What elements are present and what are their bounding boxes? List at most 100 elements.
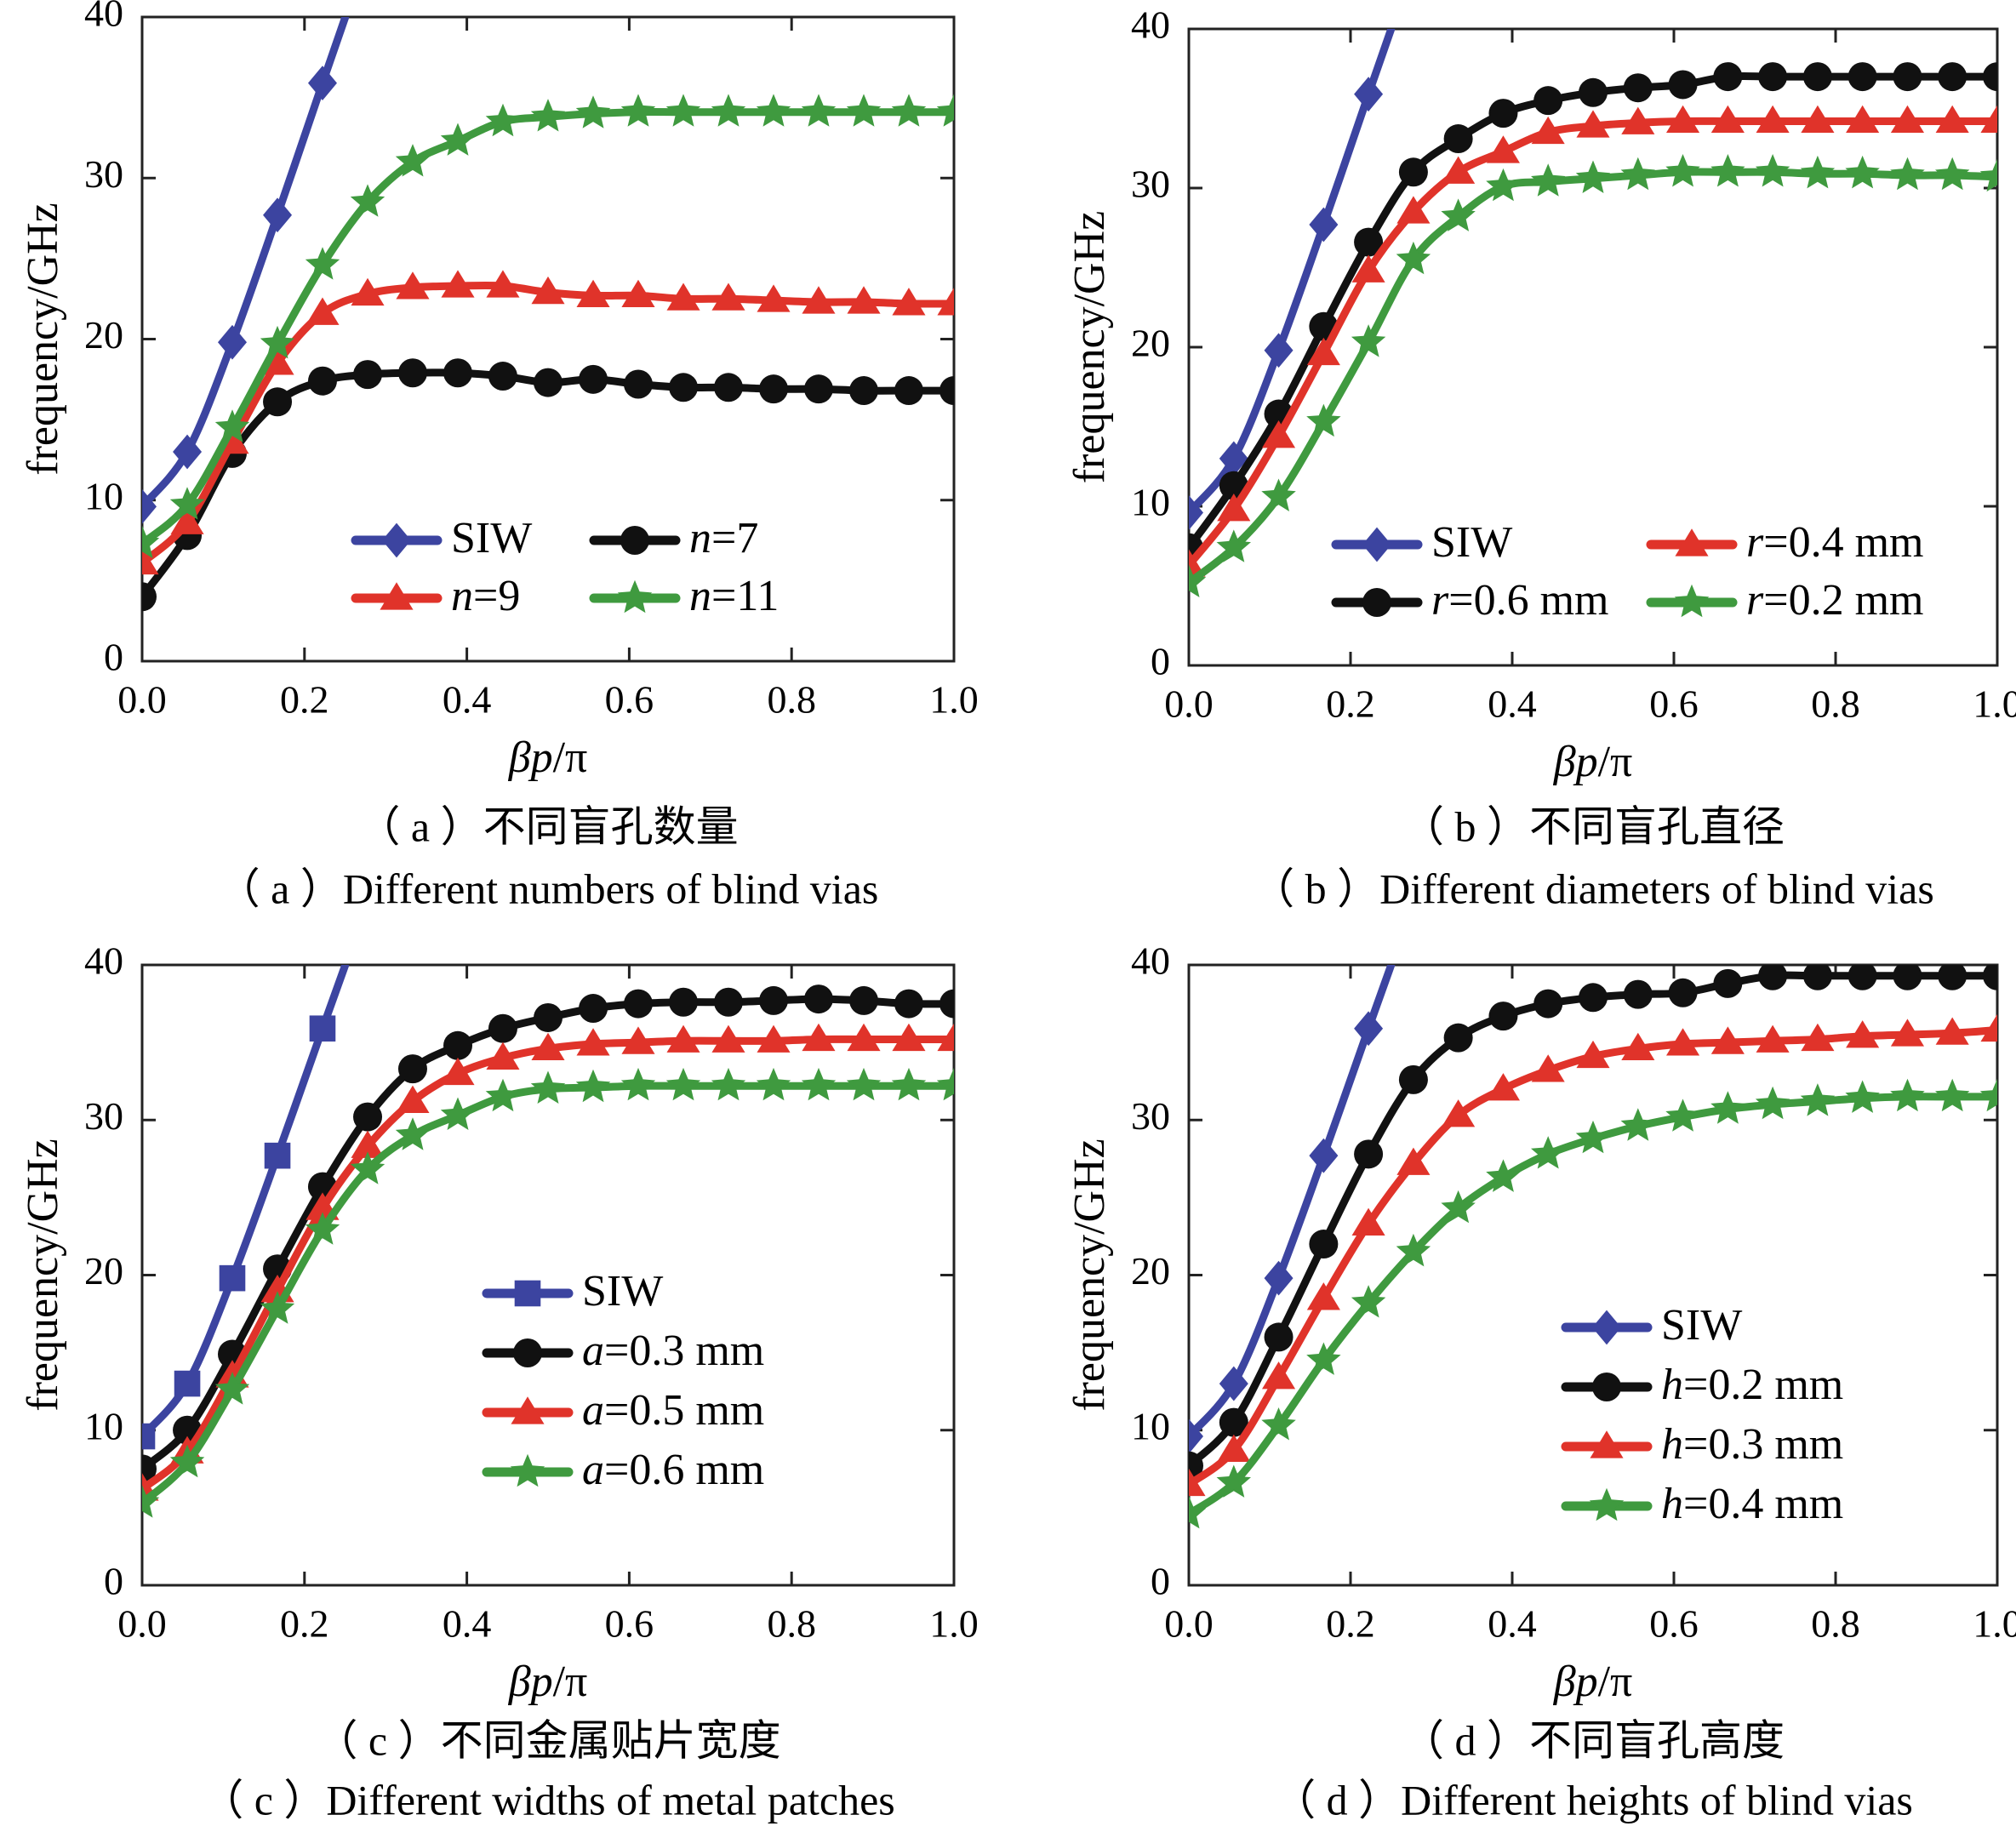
data-point	[1665, 1099, 1700, 1132]
y-tick-label: 20	[1131, 322, 1170, 365]
data-point	[1665, 105, 1700, 134]
data-point	[1216, 529, 1251, 562]
data-point	[1848, 965, 1877, 990]
data-point	[891, 1067, 927, 1101]
data-point	[142, 546, 159, 575]
legend-item: r=0.6 mm	[1331, 576, 1608, 625]
legend-label: h=0.2 mm	[1661, 1361, 1843, 1409]
legend-swatch-marker	[1590, 1430, 1624, 1458]
data-point	[1442, 156, 1476, 184]
data-point	[1531, 1136, 1566, 1169]
y-tick-label: 40	[1131, 939, 1170, 983]
data-point	[530, 99, 566, 132]
data-point	[1261, 478, 1296, 511]
x-tick-label: 0.4	[1488, 1602, 1537, 1646]
data-point	[530, 1070, 566, 1104]
data-point	[353, 1102, 383, 1132]
data-point	[713, 987, 743, 1017]
y-axis-label: frequency/GHz	[19, 1139, 67, 1412]
data-point	[801, 94, 837, 127]
data-point	[665, 94, 701, 127]
data-point	[803, 984, 833, 1014]
data-point	[263, 197, 293, 233]
data-point	[1189, 1418, 1203, 1454]
data-point	[1710, 154, 1745, 187]
legend-label-part: =11	[711, 572, 779, 620]
data-point	[1890, 1019, 1925, 1047]
data-point	[1351, 1285, 1386, 1318]
data-point	[1264, 1260, 1294, 1296]
data-point	[1219, 1366, 1248, 1401]
data-point	[1443, 1023, 1473, 1053]
data-point	[1531, 116, 1565, 145]
legend-swatch-marker	[513, 1338, 542, 1367]
legend-item: n=11	[589, 572, 779, 620]
data-point	[1264, 333, 1294, 368]
y-tick-label: 40	[84, 939, 123, 983]
data-point	[1893, 965, 1922, 990]
data-point	[214, 1372, 250, 1405]
data-point	[1354, 1139, 1384, 1169]
data-point	[350, 1151, 385, 1184]
caption-cn: （ b ）不同盲孔直径	[1402, 802, 1785, 850]
data-point	[486, 1042, 520, 1070]
data-point	[1531, 1054, 1565, 1082]
data-point	[939, 989, 954, 1019]
data-point	[1486, 1159, 1521, 1192]
data-point	[170, 506, 204, 534]
data-point	[1309, 1230, 1339, 1259]
legend-label-part: h	[1661, 1361, 1683, 1409]
y-tick-label: 20	[84, 313, 123, 357]
data-point	[1354, 77, 1384, 112]
legend-label-part: r	[1746, 576, 1764, 625]
data-point	[1309, 1138, 1339, 1173]
data-point	[757, 1024, 791, 1053]
data-point	[1620, 1108, 1655, 1141]
data-point	[1217, 1434, 1251, 1463]
legend-label-part: SIW	[1431, 518, 1512, 567]
y-tick-label: 10	[84, 1404, 123, 1447]
legend-label: a=0.5 mm	[582, 1386, 764, 1435]
data-point	[894, 376, 923, 406]
data-point	[666, 1024, 700, 1053]
x-tick-label: 0.2	[1326, 682, 1375, 726]
legend-label: r=0.6 mm	[1431, 576, 1608, 625]
data-point	[849, 985, 879, 1015]
panel-a: 0.0 0.2 0.4 0.6 0.8 1.0 0 10 20 30 40 βp/π frequency…	[19, 0, 979, 912]
panel-b: 0.0 0.2 0.4 0.6 0.8 1.0 0 10 20 30 40 βp/π frequency…	[1065, 3, 2016, 913]
data-point	[396, 1085, 430, 1113]
caption-en: （ b ）Different diameters of blind vias	[1252, 865, 1934, 912]
data-point	[485, 1078, 521, 1112]
series-layer	[1189, 965, 1997, 1529]
data-point	[623, 989, 653, 1019]
data-point	[1217, 494, 1251, 522]
data-point	[1801, 105, 1835, 134]
data-point	[350, 184, 385, 217]
data-point	[575, 1069, 611, 1103]
data-point	[1219, 1407, 1248, 1437]
legend-item: a=0.5 mm	[482, 1386, 764, 1435]
legend-label: r=0.4 mm	[1746, 518, 1923, 567]
x-axis-label-part: /π	[553, 1658, 588, 1706]
data-point	[936, 1067, 954, 1101]
legend-item: SIW	[351, 514, 532, 562]
data-point	[576, 279, 610, 308]
legend-swatch-marker	[382, 522, 411, 558]
legend-swatch-marker	[1362, 527, 1391, 562]
legend-label-part: r	[1431, 576, 1449, 625]
data-point	[711, 1067, 746, 1101]
series-line	[1189, 71, 1997, 552]
data-point	[847, 286, 881, 314]
x-tick-label: 0.2	[280, 678, 329, 722]
data-point	[1979, 1078, 1997, 1112]
x-tick-label: 0.6	[605, 1602, 654, 1646]
x-axis-label: βp/π	[508, 1658, 588, 1706]
x-tick-label: 0.8	[1811, 682, 1860, 726]
data-point	[1758, 965, 1788, 990]
data-point	[847, 1023, 881, 1052]
panel-d: 0.0 0.2 0.4 0.6 0.8 1.0 0 10 20 30 40 βp/π frequency…	[1065, 939, 2016, 1824]
data-point	[1306, 403, 1341, 437]
x-tick-label: 0.8	[767, 1602, 816, 1646]
